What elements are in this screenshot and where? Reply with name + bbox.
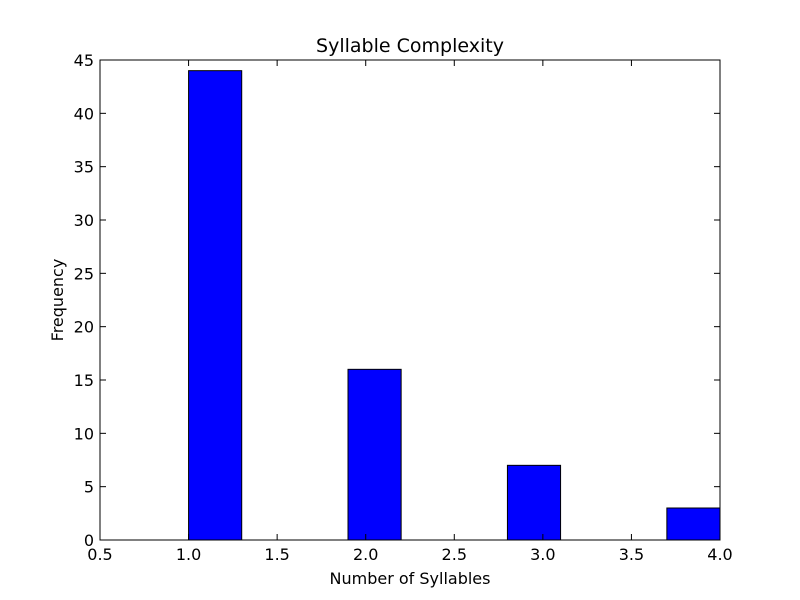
bar-1 xyxy=(188,70,243,541)
x-tick-label: 3.0 xyxy=(530,545,555,564)
y-tick-label: 20 xyxy=(74,318,94,337)
y-tick-label: 15 xyxy=(74,371,94,390)
y-tick-label: 25 xyxy=(74,264,94,283)
bar-3 xyxy=(506,464,562,541)
y-tick-label: 0 xyxy=(84,531,94,550)
x-tick-label: 2.0 xyxy=(353,545,378,564)
bars-layer xyxy=(188,70,721,541)
y-tick-label: 10 xyxy=(74,424,94,443)
y-tick-label: 35 xyxy=(74,158,94,177)
bar-4 xyxy=(666,507,721,541)
y-tick-label: 30 xyxy=(74,211,94,230)
x-tick-label: 2.5 xyxy=(442,545,467,564)
y-tick-label: 5 xyxy=(84,478,94,497)
ticks-layer: 0.5 1.0 1.5 2.0 2.5 3.0 3.5 4.0 0 5 10 15 20 25 30 35 40… xyxy=(74,51,733,564)
x-tick-label: 0.5 xyxy=(87,545,112,564)
y-tick-label: 45 xyxy=(74,51,94,70)
x-tick-label: 4.0 xyxy=(707,545,732,564)
y-axis-label: Frequency xyxy=(48,259,67,342)
x-tick-label: 1.0 xyxy=(176,545,201,564)
bar-2 xyxy=(347,368,402,541)
chart-title: Syllable Complexity xyxy=(316,35,504,57)
x-tick-label: 3.5 xyxy=(619,545,644,564)
x-tick-label: 1.5 xyxy=(264,545,289,564)
plot-frame xyxy=(99,59,721,541)
y-tick-label: 40 xyxy=(74,104,94,123)
x-axis-label: Number of Syllables xyxy=(330,569,491,588)
